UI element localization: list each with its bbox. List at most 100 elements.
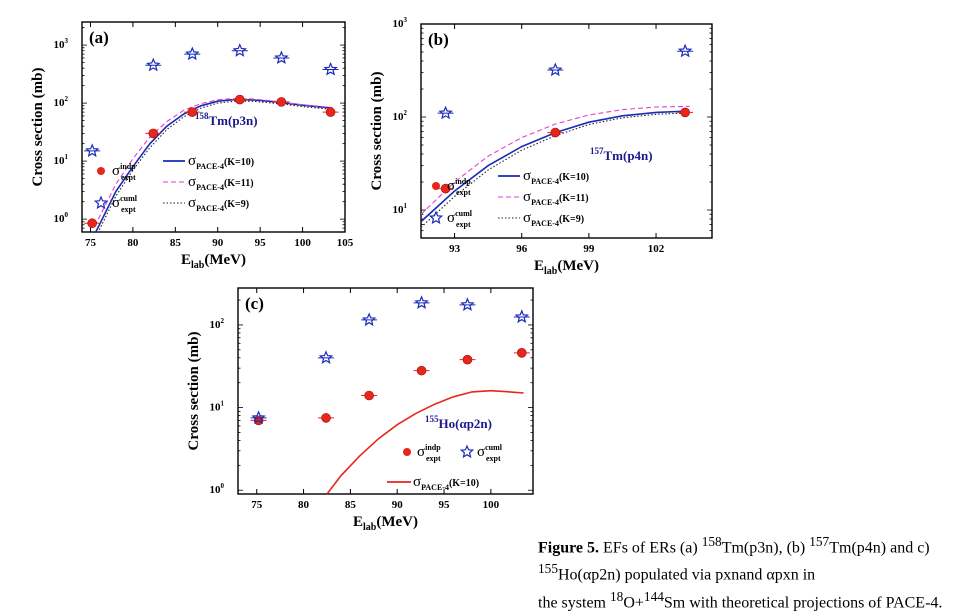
legend-marker-star: [428, 210, 444, 225]
y-tick-base: 10: [210, 484, 222, 496]
caption-text: EFs of ERs (a): [599, 539, 702, 557]
caption-text: the system: [538, 593, 610, 611]
x-label-sub: lab: [363, 522, 377, 533]
plot-frame: [237, 287, 534, 495]
annotation-text: Tm(p4n): [604, 148, 653, 163]
x-tick-label: 90: [212, 237, 224, 249]
series-line-solid: [326, 389, 524, 494]
y-tick-label: 100: [210, 482, 225, 496]
data-point-cuml: [323, 61, 338, 76]
x-label-main: E: [534, 258, 544, 274]
legend-sup: indp: [455, 177, 471, 186]
legend-sub: PACE-4: [421, 483, 449, 492]
x-label-main: E: [353, 514, 363, 530]
legend-rest: (K=9): [559, 214, 584, 225]
x-tick-label: 80: [298, 499, 310, 511]
x-tick-label: 102: [648, 243, 665, 255]
x-label-rest: (MeV): [204, 252, 246, 268]
data-point-cuml: [232, 43, 247, 57]
data-point-cuml: [85, 143, 100, 158]
y-tick-exp: 3: [404, 16, 408, 24]
legend-sub: expt: [456, 220, 471, 229]
x-tick-label: 95: [439, 499, 451, 511]
x-axis-label: Elab(MeV): [534, 258, 599, 277]
legend-sub: expt: [456, 188, 471, 197]
legend-label: σPACE-4(K=11): [188, 174, 254, 192]
legend-sub: expt: [426, 454, 441, 463]
y-tick-label: 102: [210, 317, 225, 331]
series-line-dashed: [421, 105, 690, 215]
y-tick-base: 10: [393, 204, 405, 216]
data-point-indp: [364, 390, 374, 401]
legend-label: σcuml expt: [447, 209, 473, 229]
data-point-cuml: [438, 105, 453, 120]
caption-text: Tm(p4n) and c): [829, 539, 930, 557]
legend-sub: PACE-4: [196, 204, 224, 213]
legend-label: σindp expt: [417, 443, 441, 463]
legend-marker-circle: [432, 182, 440, 190]
caption-text: Sm with theoretical projections of PACE-…: [663, 593, 943, 611]
data-point-cuml: [677, 43, 693, 58]
legend-label: σPACE-4(K=10): [188, 153, 254, 171]
legend-label: σPACE-4(K=9): [523, 210, 584, 228]
caption-sup: 18: [610, 588, 624, 604]
legend-label: σPACE-4(K=10): [523, 168, 589, 186]
y-tick-exp: 3: [65, 37, 69, 45]
legend-sub: PACE-4: [196, 162, 224, 171]
y-tick-exp: 0: [221, 482, 225, 490]
legend-rest: (K=11): [559, 193, 589, 204]
legend-sigma: σ: [417, 444, 425, 460]
legend-rest: (K=10): [559, 172, 589, 183]
legend-sub: PACE-4: [531, 198, 559, 207]
y-tick-base: 10: [54, 39, 66, 51]
legend-label: σindp expt: [447, 177, 471, 197]
figure-caption: Figure 5. EFs of ERs (a) 158Tm(p3n), (b)…: [538, 531, 978, 613]
data-point-indp: [148, 128, 159, 139]
data-point-indp: [187, 107, 198, 117]
y-tick-exp: 1: [221, 400, 225, 408]
annotation-text: Tm(p3n): [209, 113, 258, 128]
legend-sigma: σ: [477, 444, 485, 460]
annotation-text: Ho(αp2n): [439, 416, 493, 431]
legend-marker-circle: [403, 448, 411, 456]
y-tick-label: 101: [54, 153, 69, 167]
y-tick-exp: 2: [404, 109, 408, 117]
legend-sigma: σ: [523, 189, 531, 205]
legend-sigma: σ: [188, 153, 196, 169]
legend-sigma: σ: [413, 474, 421, 490]
data-point-cuml: [318, 350, 334, 365]
legend-sup: indp: [425, 443, 441, 452]
x-tick-label: 95: [255, 237, 267, 249]
y-tick-label: 100: [54, 211, 69, 225]
caption-sup: 158: [701, 534, 722, 549]
caption-text: O+: [623, 593, 644, 611]
y-tick-base: 10: [393, 18, 405, 30]
legend-sigma: σ: [112, 195, 120, 211]
y-axis-label: Cross section (mb): [186, 332, 202, 451]
y-tick-label: 102: [393, 109, 408, 123]
caption-label: Figure 5.: [538, 539, 600, 557]
data-point-cuml: [274, 50, 289, 65]
panel-label: (a): [89, 28, 109, 47]
x-label-main: E: [181, 252, 191, 268]
legend-sub: expt: [486, 454, 501, 463]
data-point-indp: [325, 107, 336, 117]
x-tick-label: 85: [170, 237, 182, 249]
legend-sigma: σ: [188, 195, 196, 211]
panel-c: 75 80 85 90 95 100 100 101 102 Cross section (mb)…: [186, 278, 540, 533]
y-axis-label: Cross section (mb): [369, 72, 385, 191]
data-point-indp: [87, 218, 97, 229]
legend-label: σPACE-4(K=10): [413, 474, 479, 492]
legend-sigma: σ: [523, 168, 531, 184]
data-point-cuml: [460, 297, 475, 311]
y-axis-label: Cross section (mb): [30, 68, 46, 187]
x-axis-label: Elab(MeV): [181, 252, 246, 271]
y-tick-exp: 2: [65, 95, 69, 103]
y-tick-base: 10: [54, 155, 66, 167]
data-point-cuml: [361, 312, 377, 327]
y-tick-label: 103: [54, 37, 69, 51]
legend-label: σPACE-4(K=11): [523, 189, 589, 207]
x-tick-label: 75: [85, 237, 97, 249]
data-point-indp: [276, 97, 287, 107]
